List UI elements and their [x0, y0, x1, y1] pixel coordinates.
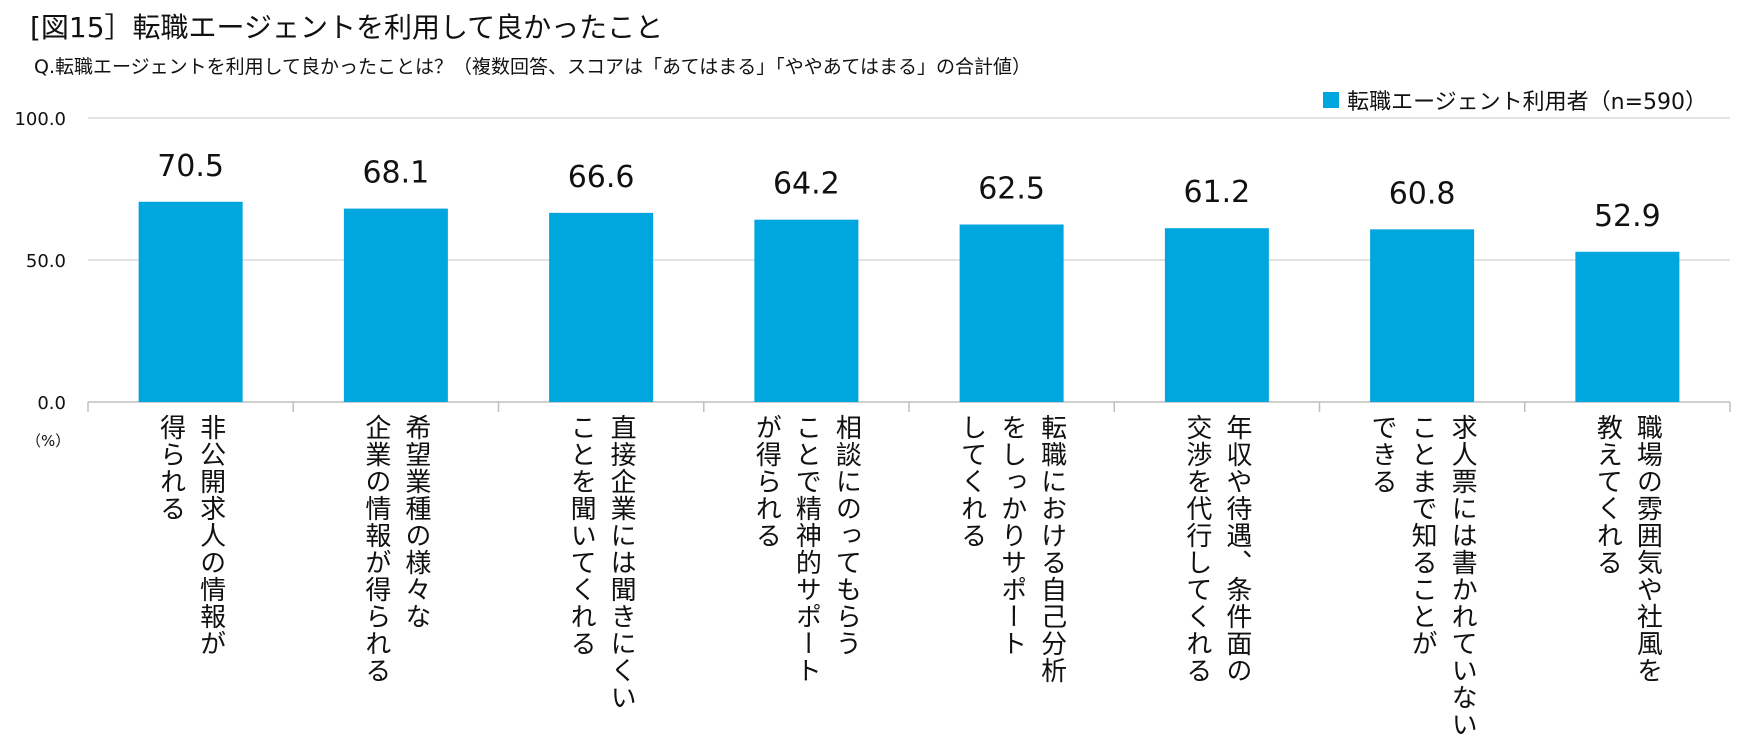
- data-label: 64.2: [773, 167, 840, 202]
- data-label: 66.6: [568, 160, 635, 195]
- bar: [1370, 229, 1475, 402]
- category-label: 年収や待遇、条件面の 交渉を代行してくれる: [1181, 414, 1252, 684]
- data-label: 60.8: [1389, 176, 1456, 211]
- bar: [549, 212, 654, 402]
- bar: [138, 201, 243, 402]
- data-label: 61.2: [1183, 175, 1250, 210]
- category-label: 転職における自己分析 をしっかりサポート してくれる: [956, 414, 1067, 684]
- category-label: 非公開求人の情報が 得られる: [155, 414, 226, 657]
- data-label: 52.9: [1594, 199, 1661, 234]
- bar: [754, 219, 859, 402]
- unit-label: （%）: [26, 432, 71, 450]
- chart-title: [図15］転職エージェントを利用して良かったこと: [30, 11, 664, 44]
- legend: 転職エージェント利用者（n=590）: [1323, 84, 1707, 116]
- bar: [343, 208, 448, 402]
- category-labels: 非公開求人の情報が 得られる 希望業種の様々な 企業の情報が得られる 直接企業には聞…: [88, 414, 1730, 738]
- category-label: 希望業種の様々な 企業の情報が得られる: [360, 414, 431, 684]
- data-label: 68.1: [362, 156, 429, 191]
- category-label: 直接企業には聞きにくい ことを聞いてくれる: [566, 414, 637, 711]
- bar: [959, 224, 1064, 402]
- legend-swatch: [1323, 92, 1340, 108]
- category-label: 相談にのってもらう ことで精神的サポート が得られる: [751, 414, 862, 684]
- bar: [1164, 228, 1269, 402]
- chart-subtitle: Q.転職エージェントを利用して良かったことは？（複数回答、スコアは「あてはまる」…: [34, 56, 1032, 78]
- bar: [1575, 251, 1680, 402]
- category-label: 求人票には書かれていない ことまで知ることが できる: [1367, 414, 1478, 738]
- y-tick-label: 100.0: [14, 109, 66, 130]
- y-tick-label: 0.0: [37, 393, 66, 414]
- data-label: 62.5: [978, 172, 1045, 207]
- y-tick-label: 50.0: [26, 251, 66, 272]
- legend-label: 転職エージェント利用者（n=590）: [1347, 90, 1707, 115]
- data-label: 70.5: [157, 149, 224, 184]
- category-label: 職場の雰囲気や社風を 教えてくれる: [1592, 414, 1663, 684]
